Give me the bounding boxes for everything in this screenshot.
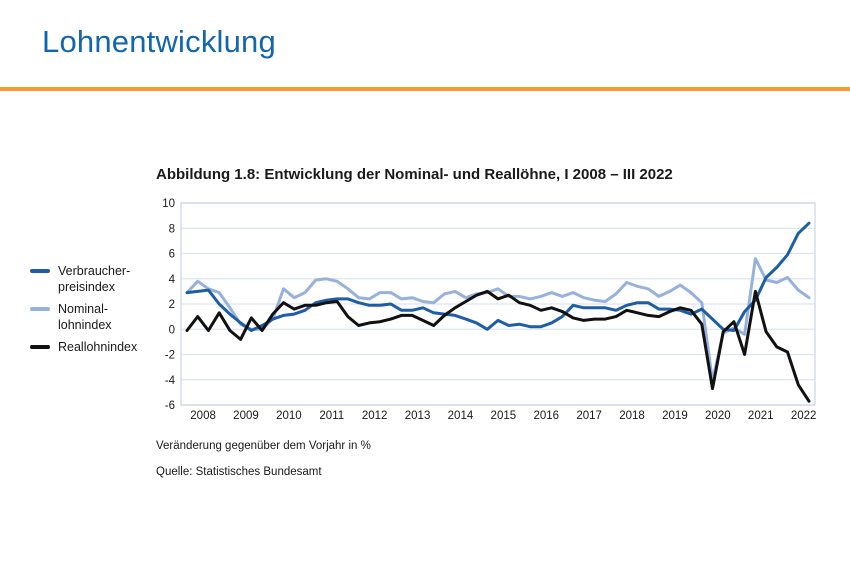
svg-text:-6: -6 — [165, 400, 175, 412]
svg-text:0: 0 — [169, 324, 175, 336]
verbraucherpreisindex-line-swatch — [30, 269, 50, 273]
page-title: Lohnentwicklung — [42, 24, 276, 59]
orange-divider — [0, 87, 850, 91]
svg-text:2014: 2014 — [448, 410, 474, 422]
svg-text:10: 10 — [162, 198, 175, 210]
svg-text:2021: 2021 — [748, 410, 774, 422]
svg-text:8: 8 — [169, 223, 175, 235]
legend-label: Verbraucher- preisindex — [58, 263, 130, 295]
svg-text:2019: 2019 — [662, 410, 688, 422]
svg-text:2011: 2011 — [319, 410, 344, 422]
nominallohnindex-line-swatch — [30, 307, 50, 311]
axis-unit-note: Veränderung gegenüber dem Vorjahr in % — [156, 440, 371, 452]
legend-text-line: Reallohnindex — [58, 340, 138, 354]
chart-legend: Verbraucher- preisindex Nominal- lohnind… — [30, 263, 160, 361]
series-reallohnindex — [185, 289, 811, 403]
svg-text:2017: 2017 — [576, 410, 602, 422]
series-verbraucherpreisindex — [185, 221, 811, 332]
svg-text:2022: 2022 — [791, 410, 817, 422]
svg-text:-2: -2 — [165, 350, 175, 362]
legend-item-nominallohnindex: Nominal- lohnindex — [30, 301, 160, 333]
source-note: Quelle: Statistisches Bundesamt — [156, 466, 322, 478]
legend-label: Reallohnindex — [58, 339, 137, 355]
reallohnindex-line-swatch — [30, 345, 50, 349]
legend-text-line: lohnindex — [58, 318, 112, 332]
legend-label: Nominal- lohnindex — [58, 301, 112, 333]
svg-text:4: 4 — [169, 274, 176, 286]
svg-text:-4: -4 — [165, 375, 176, 387]
svg-text:2009: 2009 — [233, 410, 259, 422]
figure-title: Abbildung 1.8: Entwicklung der Nominal- … — [156, 166, 673, 183]
legend-text-line: Verbraucher- — [58, 264, 131, 278]
svg-text:2016: 2016 — [533, 410, 559, 422]
legend-item-verbraucherpreisindex: Verbraucher- preisindex — [30, 263, 160, 295]
legend-item-reallohnindex: Reallohnindex — [30, 339, 160, 355]
svg-text:2010: 2010 — [276, 410, 302, 422]
svg-text:2020: 2020 — [705, 410, 731, 422]
line-chart-area: 10 8 6 4 2 0 -2 -4 -6 2008 2009 2010 2011 2012 2013 201… — [150, 195, 830, 430]
svg-text:2015: 2015 — [491, 410, 517, 422]
svg-text:2012: 2012 — [362, 410, 388, 422]
svg-text:2008: 2008 — [190, 410, 216, 422]
svg-text:2013: 2013 — [405, 410, 431, 422]
line-chart: 10 8 6 4 2 0 -2 -4 -6 2008 2009 2010 2011 2012 2013 201… — [162, 198, 817, 422]
legend-text-line: Nominal- — [58, 302, 109, 316]
series-nominallohnindex — [185, 257, 811, 383]
svg-text:6: 6 — [169, 249, 175, 261]
legend-text-line: preisindex — [58, 280, 115, 294]
svg-text:2: 2 — [169, 299, 175, 311]
svg-text:2018: 2018 — [619, 410, 645, 422]
